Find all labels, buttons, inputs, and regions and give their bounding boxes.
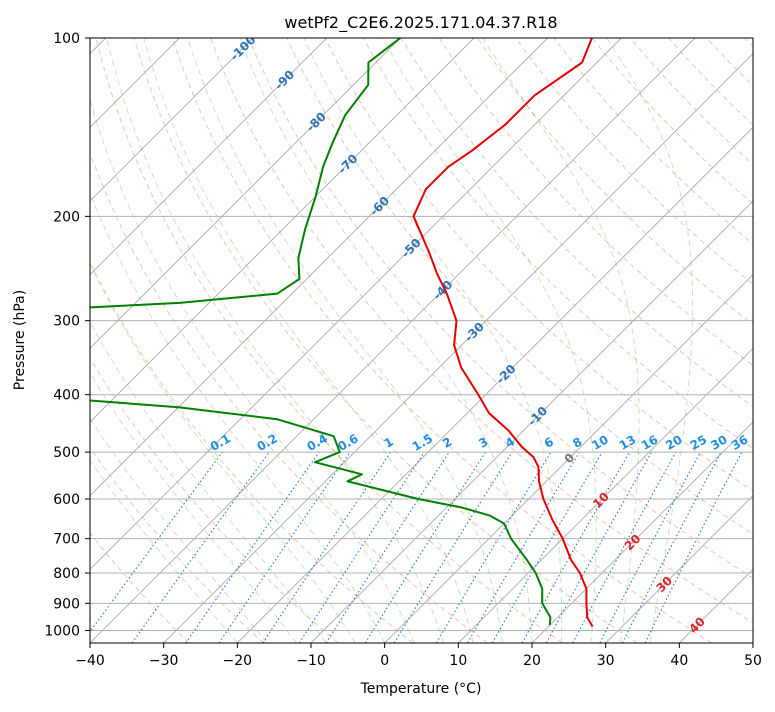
y-axis-label: Pressure (hPa)	[12, 290, 28, 390]
x-axis-ticks: −40 −30 −20 −10 0 10 20 30 40 50	[75, 643, 762, 669]
x-tick-label: −20	[223, 653, 253, 669]
y-tick-label: 100	[53, 31, 80, 47]
y-tick-label: 500	[53, 445, 80, 461]
x-tick-label: 30	[597, 653, 615, 669]
isotherm-line	[753, 38, 775, 643]
x-axis-label: Temperature (°C)	[360, 681, 482, 697]
x-tick-label: −40	[75, 653, 105, 669]
y-tick-label: 800	[53, 566, 80, 582]
x-tick-label: 0	[380, 653, 389, 669]
y-tick-label: 400	[53, 388, 80, 404]
y-tick-label: 1000	[44, 623, 80, 639]
y-tick-label: 900	[53, 596, 80, 612]
y-tick-label: 700	[53, 532, 80, 548]
chart-title: wetPf2_C2E6.2025.171.04.37.R18	[284, 13, 557, 33]
x-tick-label: 10	[449, 653, 467, 669]
y-axis-ticks: 100 200 300 400 500 600 700 800 900 1000	[44, 31, 90, 639]
x-tick-label: 50	[744, 653, 762, 669]
y-tick-label: 300	[53, 314, 80, 330]
plot-background	[90, 38, 753, 643]
y-tick-label: 200	[53, 209, 80, 225]
x-tick-label: 40	[670, 653, 688, 669]
x-tick-label: 20	[523, 653, 541, 669]
y-tick-label: 600	[53, 492, 80, 508]
x-tick-label: −30	[149, 653, 179, 669]
x-tick-label: −10	[296, 653, 326, 669]
